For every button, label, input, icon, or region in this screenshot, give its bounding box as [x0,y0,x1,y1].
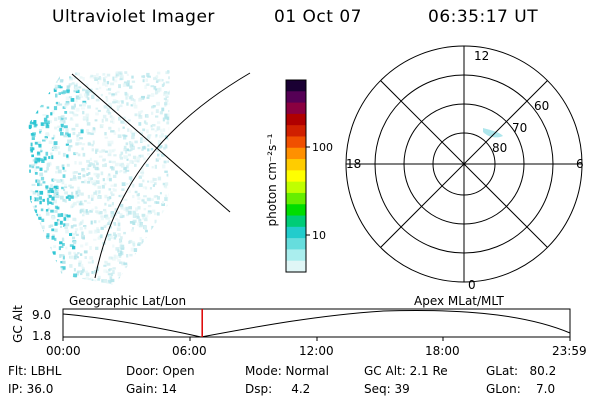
apex-title: Apex MLat/MLT [414,294,504,308]
colorbar-segment [286,215,306,228]
colorbar-segment [286,238,306,251]
lat-label-80: 80 [492,141,507,155]
ytick-top: 9.0 [32,308,52,322]
geographic-title: Geographic Lat/Lon [69,294,187,308]
colorbar-segment [286,249,306,262]
lat-label-60: 60 [534,99,549,113]
xtick-0600: 06:00 [172,344,207,358]
colorbar-segment [286,204,306,217]
colorbar-tick-10: 10 [312,229,326,242]
glon-status: GLon: 7.0 [486,382,556,396]
mlt-label-12: 12 [474,49,489,63]
seq-status: Seq: 39 [364,382,410,396]
intensity-colorbar [285,79,307,273]
geographic-image [28,70,251,285]
colorbar-segment [286,159,306,171]
mlt-label-18: 18 [346,157,361,171]
door-status: Door: Open [126,364,195,378]
colorbar-segment [286,192,306,205]
xtick-1200: 12:00 [299,344,334,358]
xtick-1800: 18:00 [425,344,460,358]
filter-status: Flt: LBHL [8,364,62,378]
polar-emission-spot [483,128,503,138]
colorbar-segment [286,226,306,239]
instrument-title: Ultraviolet Imager [52,7,215,27]
mlt-label-0: 0 [468,278,476,292]
colorbar-segment [286,181,306,194]
polar-plot [345,45,583,283]
colorbar-segment [286,136,306,149]
colorbar-segment [286,91,306,104]
gain-status: Gain: 14 [126,382,177,396]
dsp-status: Dsp: 4.2 [245,382,311,396]
time-label: 06:35:17 UT [428,7,539,27]
geo-grid-lines [71,72,251,279]
auroral-emission [28,70,170,285]
ip-status: IP: 36.0 [8,382,54,396]
colorbar-segment [286,113,306,126]
mode-status: Mode: Normal [245,364,329,378]
colorbar-segment [286,147,306,160]
colorbar-segment [286,260,306,273]
altitude-curve [62,309,571,338]
glat-status: GLat: 80.2 [486,364,557,378]
colorbar-frame [285,79,307,273]
colorbar-segment [286,102,306,115]
gc-alt-status: GC Alt: 2.1 Re [364,364,448,378]
date-label: 01 Oct 07 [274,7,362,27]
colorbar-segment [286,80,306,92]
ytick-bottom: 1.8 [32,329,52,343]
colorbar-segment [286,125,306,138]
mlt-label-6: 6 [576,157,584,171]
xtick-2359: 23:59 [552,344,587,358]
colorbar-segment [286,170,306,183]
xtick-0000: 00:00 [46,344,81,358]
lat-label-70: 70 [512,121,527,135]
colorbar-tick-100: 100 [312,141,333,154]
orbit-timeline-plot [62,308,571,341]
timeline-ylabel: GC Alt [11,305,25,343]
colorbar-unit-label: photon cm⁻²s⁻¹ [265,133,279,226]
